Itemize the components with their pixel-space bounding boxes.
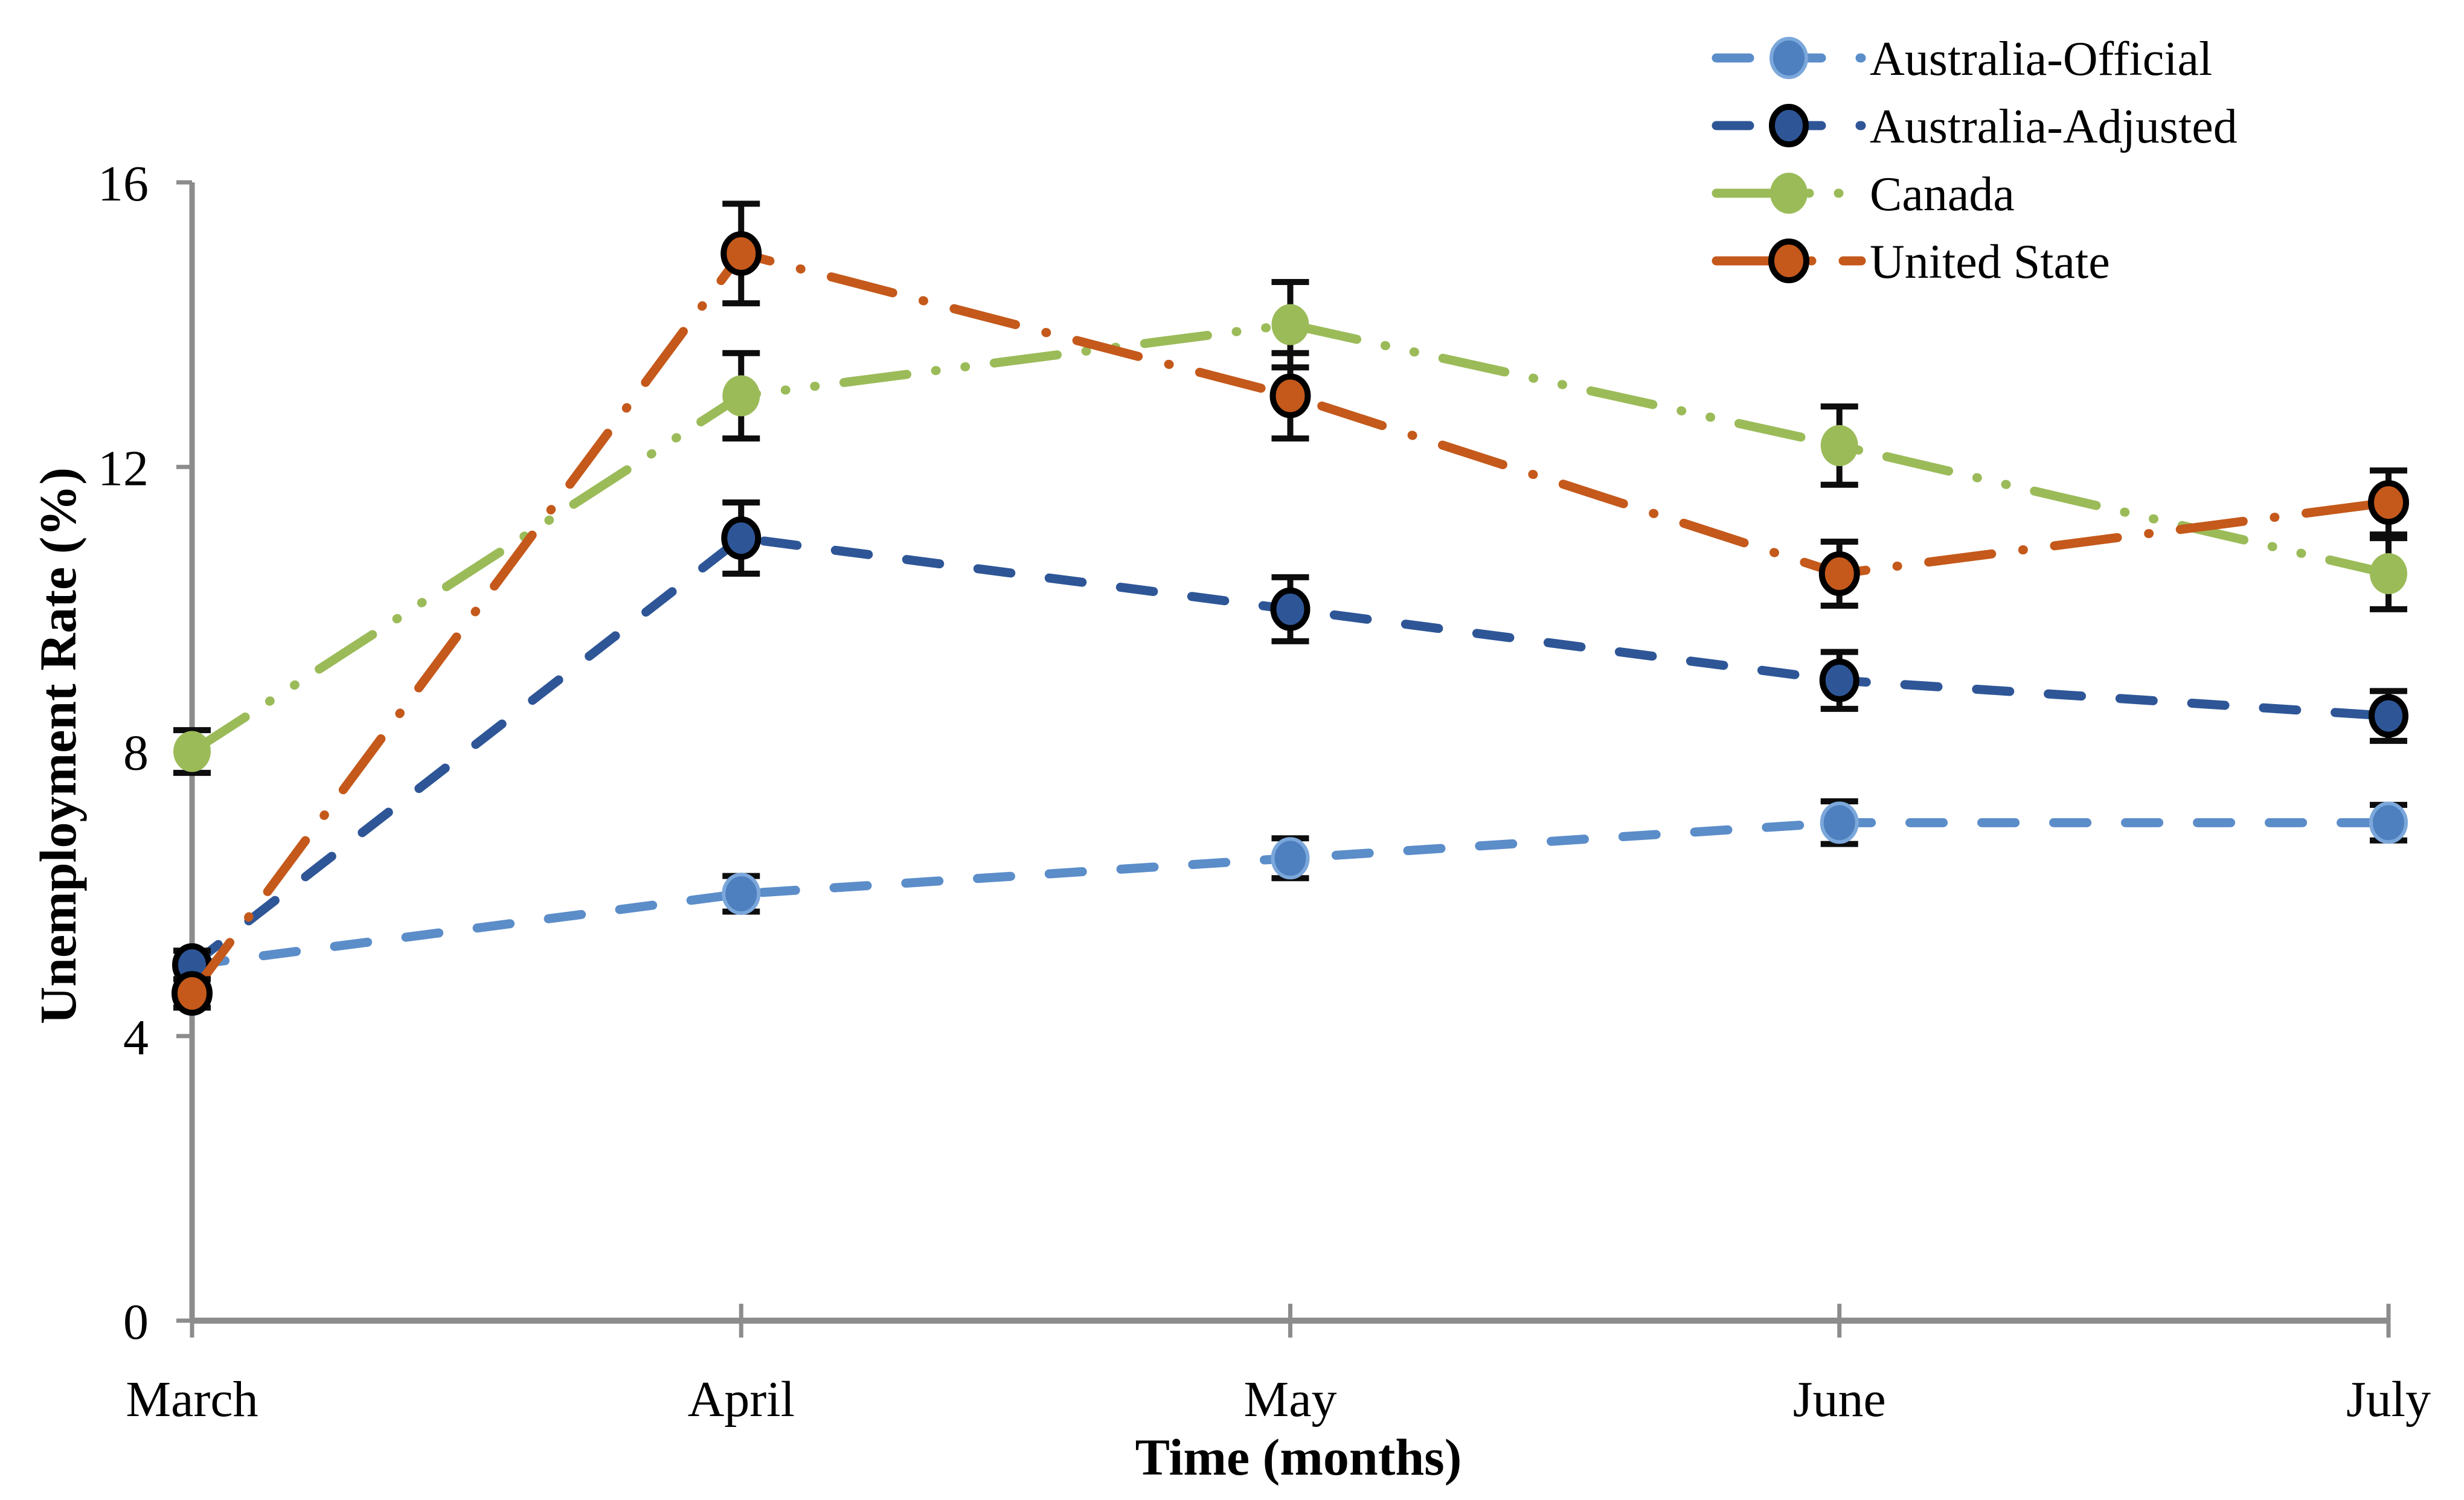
marker-united-state-march xyxy=(172,971,213,1016)
marker-australia-official-july xyxy=(2369,801,2408,844)
axis-tick-labels: 0 4 8 12 16 March April May June July xyxy=(98,156,2431,1428)
x-tick-label-june: June xyxy=(1793,1371,1886,1428)
series-united-state xyxy=(172,200,2409,1016)
legend-label-canada: Canada xyxy=(1870,168,2015,221)
x-tick-label-may: May xyxy=(1244,1371,1337,1428)
legend-item-united-state: United State xyxy=(1712,236,2110,289)
marker-australia-official-april xyxy=(722,873,761,915)
series-australia-official xyxy=(173,798,2408,986)
marker-canada-july xyxy=(2370,553,2407,594)
series-australia-adjusted xyxy=(172,499,2408,987)
data-series xyxy=(172,200,2409,1016)
marker-canada-march xyxy=(173,731,211,772)
marker-united-state-may xyxy=(1269,373,1311,418)
legend-marker xyxy=(1769,37,1808,79)
y-tick-label-8: 8 xyxy=(123,725,149,781)
y-axis-title: Unemployment Rate (%) xyxy=(29,467,87,1024)
legend-label-australia-official: Australia-Official xyxy=(1870,33,2212,86)
marker-australia-official-june xyxy=(1820,801,1859,844)
marker-australia-adjusted-june xyxy=(1819,658,1859,702)
marker-united-state-june xyxy=(1818,551,1860,596)
marker-canada-june xyxy=(1820,425,1858,466)
y-tick-label-12: 12 xyxy=(98,440,149,496)
x-tick-label-april: April xyxy=(688,1371,795,1428)
x-tick-label-march: March xyxy=(126,1371,258,1428)
marker-canada-april xyxy=(722,375,760,417)
legend-marker xyxy=(1770,173,1808,214)
y-tick-label-4: 4 xyxy=(123,1010,149,1066)
marker-australia-adjusted-may xyxy=(1270,587,1311,631)
marker-canada-may xyxy=(1271,304,1309,345)
x-tick-label-july: July xyxy=(2346,1371,2431,1428)
legend-item-australia-official: Australia-Official xyxy=(1712,33,2212,86)
marker-united-state-april xyxy=(720,231,762,276)
legend-label-united-state: United State xyxy=(1870,236,2110,289)
legend-item-canada: Canada xyxy=(1712,168,2015,221)
legend: Australia-Official Australia-Adjusted Cana… xyxy=(1712,33,2238,289)
legend-marker xyxy=(1769,104,1809,147)
y-tick-label-0: 0 xyxy=(123,1294,149,1350)
marker-united-state-july xyxy=(2368,480,2409,525)
marker-australia-official-may xyxy=(1271,837,1310,880)
y-tick-label-16: 16 xyxy=(98,156,149,212)
legend-item-australia-adjusted: Australia-Adjusted xyxy=(1712,100,2238,153)
marker-australia-adjusted-april xyxy=(721,516,762,560)
x-axis-title: Time (months) xyxy=(1135,1428,1462,1486)
marker-australia-adjusted-july xyxy=(2369,694,2408,738)
legend-label-australia-adjusted: Australia-Adjusted xyxy=(1870,100,2238,153)
legend-marker xyxy=(1768,239,1809,283)
